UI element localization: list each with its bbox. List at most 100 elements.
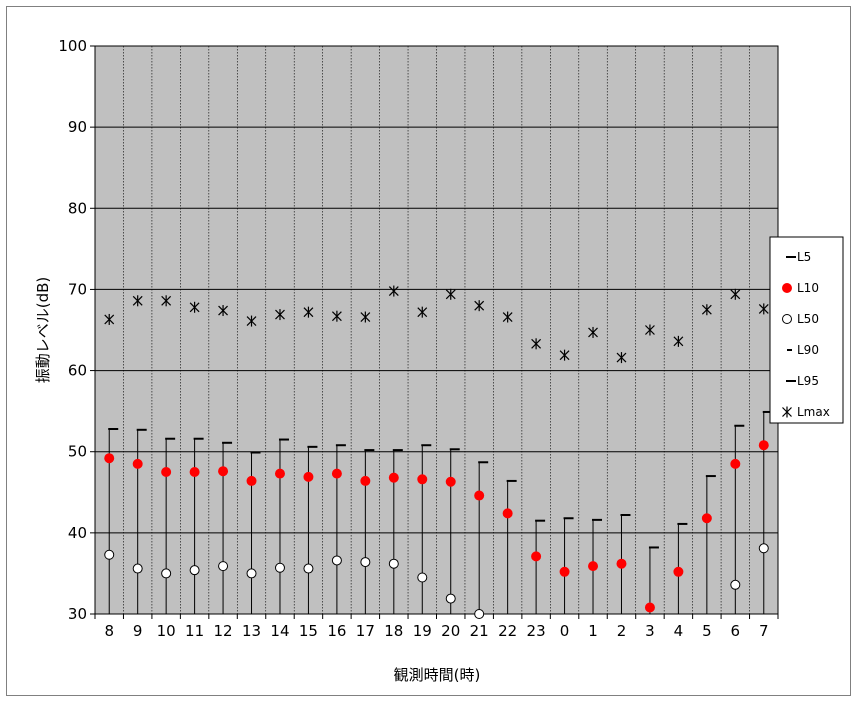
y-tick-label: 70 [68, 280, 87, 298]
point-l50 [474, 609, 485, 619]
x-tick-label: 5 [702, 622, 712, 640]
point-l10 [189, 467, 200, 477]
point-lmax [673, 335, 684, 347]
x-axis-title: 観測時間(時) [394, 666, 481, 684]
point-l10 [531, 551, 542, 562]
point-l10 [701, 513, 712, 524]
x-tick-label: 9 [133, 622, 143, 640]
y-tick-label: 60 [68, 362, 87, 380]
plot-area [94, 45, 779, 615]
point-l10 [445, 476, 456, 487]
x-tick-label: 23 [527, 622, 546, 640]
y-tick-label: 40 [68, 524, 87, 542]
point-l50 [445, 593, 456, 604]
point-l50 [161, 568, 172, 579]
point-l10 [559, 566, 570, 577]
y-tick-label: 90 [68, 118, 87, 136]
y-tick-label: 80 [68, 199, 87, 217]
x-tick-label: 7 [759, 622, 769, 640]
point-l10 [360, 475, 371, 486]
x-tick-label: 15 [299, 622, 318, 640]
point-l10 [758, 440, 769, 451]
x-tick-label: 18 [384, 622, 403, 640]
x-tick-label: 1 [588, 622, 598, 640]
point-l10 [132, 458, 143, 469]
point-lmax [388, 285, 399, 297]
legend-label-lmax: Lmax [797, 405, 830, 419]
point-lmax [502, 311, 513, 323]
point-lmax [218, 305, 228, 317]
point-l50 [218, 561, 229, 572]
point-lmax [445, 288, 456, 300]
x-tick-label: 16 [327, 622, 346, 640]
legend-label-l95: L95 [797, 374, 819, 388]
point-l50 [417, 572, 428, 583]
x-tick-label: 10 [157, 622, 176, 640]
plot-background [95, 46, 778, 614]
point-l10 [218, 466, 229, 477]
point-l50 [303, 563, 314, 574]
point-lmax [417, 306, 428, 318]
point-l10 [104, 453, 115, 464]
point-l10 [417, 474, 428, 485]
x-tick-label: 14 [270, 622, 289, 640]
point-l10 [388, 472, 399, 483]
legend-marker-l10 [782, 283, 792, 293]
legend-label-l90: L90 [797, 343, 819, 357]
x-tick-label: 8 [104, 622, 114, 640]
data-marks [104, 285, 773, 619]
point-l50 [758, 543, 769, 554]
point-lmax [645, 324, 655, 336]
x-tick-label: 4 [674, 622, 684, 640]
point-lmax [559, 349, 570, 361]
point-lmax [331, 310, 342, 322]
legend-box [769, 236, 844, 424]
point-lmax [275, 309, 285, 321]
x-tick-label: 22 [498, 622, 517, 640]
x-tick-label: 19 [413, 622, 432, 640]
x-tick-label: 20 [441, 622, 460, 640]
legend-label-l10: L10 [797, 281, 819, 295]
point-l10 [644, 602, 655, 613]
point-l50 [274, 562, 285, 573]
point-l10 [673, 566, 684, 577]
legend-label-l50: L50 [797, 312, 819, 326]
point-lmax [730, 288, 741, 300]
x-tick-label: 21 [470, 622, 489, 640]
point-lmax [588, 326, 598, 338]
point-l10 [474, 490, 485, 501]
x-tick-label: 2 [617, 622, 627, 640]
point-l10 [274, 468, 285, 479]
point-lmax [132, 295, 143, 307]
point-lmax [161, 295, 172, 307]
point-lmax [246, 315, 257, 327]
point-lmax [303, 306, 314, 318]
x-tick-label: 13 [242, 622, 261, 640]
point-l50 [360, 557, 371, 568]
point-lmax [104, 313, 115, 325]
y-tick-label: 100 [58, 37, 87, 55]
point-l50 [388, 558, 399, 569]
point-lmax [701, 304, 712, 316]
point-l50 [104, 549, 115, 560]
point-lmax [531, 338, 542, 350]
point-l10 [616, 558, 627, 569]
point-l50 [132, 563, 143, 574]
x-tick-label: 17 [356, 622, 375, 640]
point-l10 [502, 508, 513, 519]
point-lmax [360, 311, 371, 323]
point-l50 [730, 579, 741, 590]
point-l10 [246, 475, 257, 486]
point-l50 [189, 565, 200, 576]
point-l10 [730, 458, 741, 469]
point-l10 [588, 561, 599, 572]
legend-label-l5: L5 [797, 250, 811, 264]
point-l50 [331, 555, 342, 566]
point-l10 [303, 471, 314, 482]
x-tick-label: 12 [214, 622, 233, 640]
y-tick-label: 30 [68, 605, 87, 623]
legend-marker-lmax [782, 406, 792, 418]
